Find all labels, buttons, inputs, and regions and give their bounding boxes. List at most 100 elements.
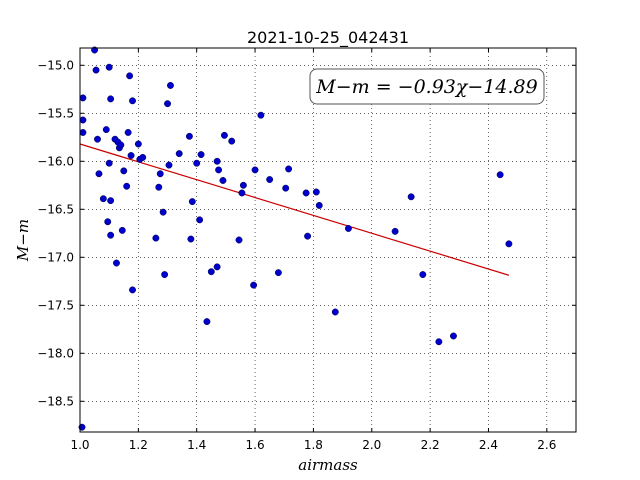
data-point: [152, 234, 160, 242]
data-point: [107, 231, 115, 239]
data-point: [196, 216, 204, 224]
y-tick-label: −16.0: [37, 154, 74, 168]
data-point: [302, 189, 310, 197]
data-point: [197, 151, 205, 159]
data-point: [123, 182, 131, 190]
data-point: [185, 132, 193, 140]
data-point: [188, 198, 196, 206]
data-point: [238, 189, 246, 197]
data-point: [450, 332, 457, 340]
x-tick-label: 1.8: [304, 438, 323, 452]
data-point: [107, 197, 115, 205]
data-point: [304, 232, 312, 240]
data-point: [235, 236, 243, 244]
data-point: [129, 97, 136, 105]
x-tick-label: 2.4: [479, 438, 498, 452]
data-point: [104, 218, 112, 226]
data-point: [203, 318, 211, 326]
data-point: [99, 195, 107, 203]
y-tick-label: −17.5: [37, 298, 74, 312]
data-point: [164, 100, 171, 108]
data-point: [250, 281, 258, 289]
data-point: [251, 166, 259, 174]
data-point: [129, 286, 136, 294]
data-point: [193, 159, 201, 167]
fit-annotation: M−m = −0.93χ−14.89: [309, 68, 545, 105]
data-point: [105, 159, 113, 167]
data-point: [331, 308, 339, 316]
x-tick-label: 2.2: [421, 438, 440, 452]
x-tick-label: 1.4: [187, 438, 206, 452]
data-point: [124, 129, 132, 136]
x-tick-label: 2.0: [362, 438, 381, 452]
data-point: [126, 72, 134, 80]
data-point: [215, 166, 223, 174]
data-point: [219, 177, 227, 184]
data-point: [282, 184, 290, 192]
data-point: [107, 95, 115, 103]
data-point: [312, 188, 320, 196]
data-point: [175, 150, 183, 158]
data-point: [213, 157, 221, 165]
y-tick-label: −18.5: [37, 394, 74, 408]
plot-frame: [79, 47, 577, 433]
data-point: [95, 170, 103, 178]
data-point: [419, 271, 427, 279]
data-point: [496, 171, 504, 179]
data-point: [391, 227, 399, 235]
y-tick-label: −17.0: [37, 250, 74, 264]
data-point: [213, 263, 221, 271]
data-point: [274, 269, 282, 277]
x-tick-label: 1.0: [70, 438, 89, 452]
data-point: [92, 66, 100, 74]
data-point: [266, 176, 274, 183]
data-point: [435, 338, 443, 346]
data-point: [156, 170, 164, 178]
chart-title: 2021-10-25_042431: [247, 28, 409, 48]
data-point: [228, 137, 236, 145]
x-tick-label: 1.2: [129, 438, 148, 452]
data-point: [113, 259, 120, 267]
data-point: [166, 81, 174, 89]
data-point: [505, 240, 513, 248]
data-point: [79, 94, 87, 102]
data-point: [102, 126, 110, 134]
y-tick-label: −18.0: [37, 346, 74, 360]
data-point: [139, 153, 147, 161]
data-point: [257, 111, 265, 119]
data-point: [187, 235, 195, 243]
data-point: [407, 193, 415, 201]
data-point: [155, 183, 163, 191]
data-point: [239, 181, 247, 189]
y-tick-label: −15.5: [37, 106, 74, 120]
data-point: [220, 131, 228, 139]
grid-lines: [79, 48, 576, 432]
fit-line-group: [79, 143, 510, 276]
data-point: [134, 140, 142, 148]
data-point: [207, 268, 215, 276]
x-tick-label: 1.6: [246, 438, 265, 452]
annotation-text: M−m = −0.93χ−14.89: [315, 76, 537, 98]
data-point: [105, 63, 113, 71]
y-axis-label: M−m: [14, 219, 32, 262]
x-tick-label: 2.6: [537, 438, 556, 452]
y-tick-label: −16.5: [37, 202, 74, 216]
annotation-box: [309, 68, 545, 105]
data-point: [79, 129, 87, 136]
axis-ticks: 1.0 1.2 1.4 1.6 1.8 2.0 2.2 2.4 2.6 −15.0 −15.5 −16…: [37, 48, 576, 452]
data-point: [315, 201, 323, 209]
data-point: [79, 116, 87, 124]
data-point: [344, 225, 352, 232]
data-point: [120, 167, 128, 175]
x-axis-label: airmass: [298, 456, 358, 474]
data-point: [117, 141, 125, 149]
y-tick-label: −15.0: [37, 58, 74, 72]
data-point: [159, 208, 167, 216]
plot-area: [80, 48, 576, 432]
data-point: [161, 271, 169, 279]
data-point: [285, 165, 293, 173]
data-point: [165, 161, 173, 169]
data-point: [94, 135, 101, 143]
data-points: [78, 46, 513, 431]
